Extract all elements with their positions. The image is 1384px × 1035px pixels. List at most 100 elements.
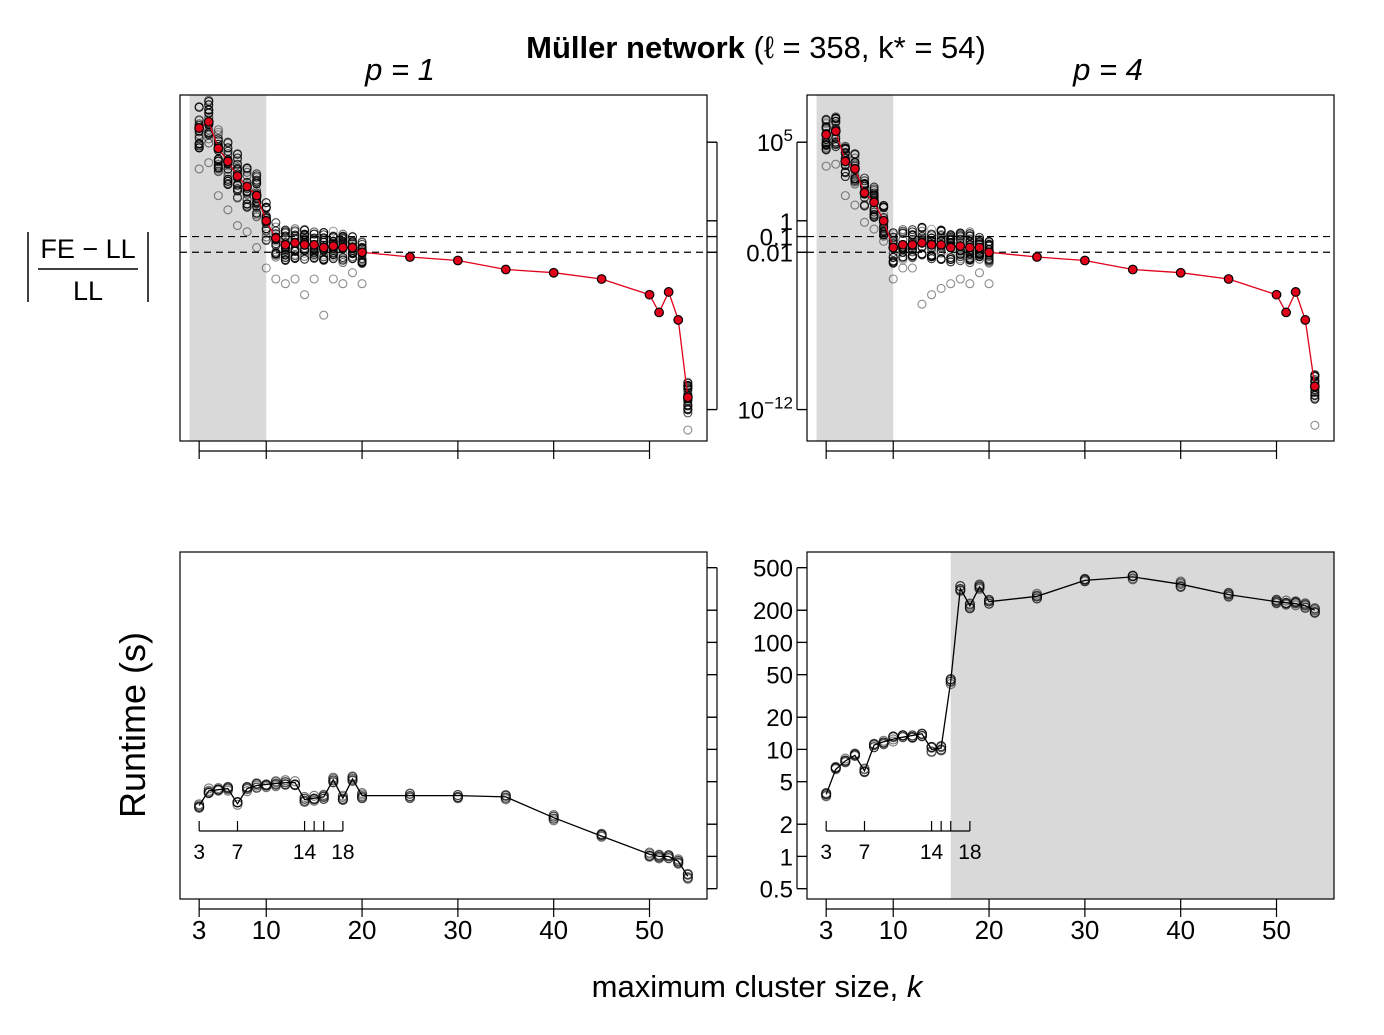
shaded-region xyxy=(950,552,1334,899)
raw-point xyxy=(907,252,917,262)
runtime-point xyxy=(1175,581,1186,592)
mean-point xyxy=(1309,381,1320,392)
y-tick-label: 0.5 xyxy=(760,877,793,904)
y-tick-label: 105 xyxy=(757,126,793,157)
raw-point-outlier xyxy=(840,191,850,201)
runtime-point xyxy=(500,790,511,801)
inset-tick-label: 14 xyxy=(920,841,944,864)
raw-point xyxy=(213,156,223,166)
mean-point xyxy=(859,187,870,198)
x-tick-label: 50 xyxy=(635,915,664,945)
raw-point xyxy=(242,201,252,211)
y-tick-label: 100 xyxy=(753,630,793,657)
raw-point xyxy=(955,232,965,242)
runtime-point xyxy=(830,764,841,775)
raw-point xyxy=(357,258,367,268)
raw-point xyxy=(917,226,927,236)
mean-point xyxy=(1175,267,1186,278)
raw-point xyxy=(223,138,233,148)
mean-point xyxy=(213,143,224,154)
runtime-point xyxy=(1290,596,1301,608)
ylabel-top-numerator: FE − LL xyxy=(40,234,135,264)
x-tick-label: 20 xyxy=(348,915,377,945)
raw-point xyxy=(252,179,262,189)
inset-tick-label: 18 xyxy=(958,841,981,864)
panel-runtime-p1: 3 10 20 30 40 50 3 7 14 18 xyxy=(179,551,718,945)
raw-point-outlier xyxy=(965,279,975,289)
runtime-point xyxy=(869,738,880,749)
raw-point xyxy=(821,115,831,126)
raw-point xyxy=(936,229,946,239)
runtime-point xyxy=(1127,571,1138,582)
raw-point-outlier xyxy=(984,279,994,289)
runtime-point xyxy=(1031,588,1043,599)
raw-point-outlier xyxy=(974,268,985,278)
raw-point xyxy=(232,159,243,169)
raw-point xyxy=(232,193,243,203)
runtime-point xyxy=(955,581,966,592)
panel-error-p1 xyxy=(179,94,718,459)
raw-point xyxy=(194,139,204,149)
ylabel-bottom: Runtime (s) xyxy=(112,632,153,818)
raw-point xyxy=(888,252,898,262)
runtime-point xyxy=(596,829,607,840)
runtime-point xyxy=(299,791,310,802)
raw-point-outlier xyxy=(194,164,204,174)
raw-point xyxy=(936,230,946,241)
runtime-point xyxy=(840,755,851,766)
mean-point xyxy=(1300,315,1311,325)
raw-point xyxy=(280,255,290,265)
runtime-point xyxy=(194,799,205,810)
mean-point xyxy=(955,241,966,251)
runtime-point xyxy=(897,730,908,741)
y-tick-label: 500 xyxy=(753,556,793,583)
raw-point xyxy=(859,176,870,186)
raw-point-outlier xyxy=(869,224,879,234)
runtime-point xyxy=(404,793,416,804)
mean-point xyxy=(673,315,684,325)
raw-point xyxy=(290,253,300,263)
panel-runtime-p4: 0.5 1 2 5 10 20 50 100 200 500 3 10 20 30 40 50 3 7 14 18 xyxy=(753,551,1335,945)
y-tick-label: 0.01 xyxy=(746,240,793,267)
mean-point xyxy=(917,237,927,248)
raw-point xyxy=(898,228,908,238)
mean-point xyxy=(821,129,832,140)
raw-point xyxy=(271,248,281,259)
raw-point xyxy=(309,229,319,239)
runtime-point xyxy=(194,801,205,812)
raw-point-outlier xyxy=(213,191,223,201)
raw-point-outlier xyxy=(1310,420,1320,430)
raw-point xyxy=(955,229,965,239)
y-tick-label: 1 xyxy=(780,844,793,871)
y-tick-label: 200 xyxy=(753,598,793,625)
runtime-point xyxy=(984,598,995,609)
runtime-point xyxy=(673,857,684,868)
raw-point xyxy=(955,250,965,260)
raw-point xyxy=(338,257,348,268)
runtime-point xyxy=(222,782,233,793)
runtime-point xyxy=(878,739,889,750)
raw-point-outlier xyxy=(232,221,243,231)
runtime-point xyxy=(289,779,301,790)
raw-point xyxy=(213,167,223,177)
inset-tick-label: 18 xyxy=(331,841,354,864)
runtime-point xyxy=(955,585,966,596)
runtime-point xyxy=(821,789,832,800)
runtime-point xyxy=(945,679,956,690)
runtime-point xyxy=(1079,573,1090,584)
raw-point xyxy=(300,224,310,234)
raw-point xyxy=(347,254,358,264)
mean-point xyxy=(878,215,889,226)
raw-point xyxy=(831,112,841,122)
runtime-point xyxy=(907,732,918,743)
mean-point xyxy=(328,241,339,251)
raw-point xyxy=(223,143,233,153)
raw-point xyxy=(328,251,338,262)
mean-point xyxy=(907,239,918,250)
y-tick-label: 50 xyxy=(766,663,793,690)
raw-point xyxy=(309,253,319,263)
runtime-point xyxy=(945,674,956,685)
x-tick-label: 40 xyxy=(1166,915,1195,945)
raw-point xyxy=(213,125,223,135)
raw-point xyxy=(936,254,946,264)
